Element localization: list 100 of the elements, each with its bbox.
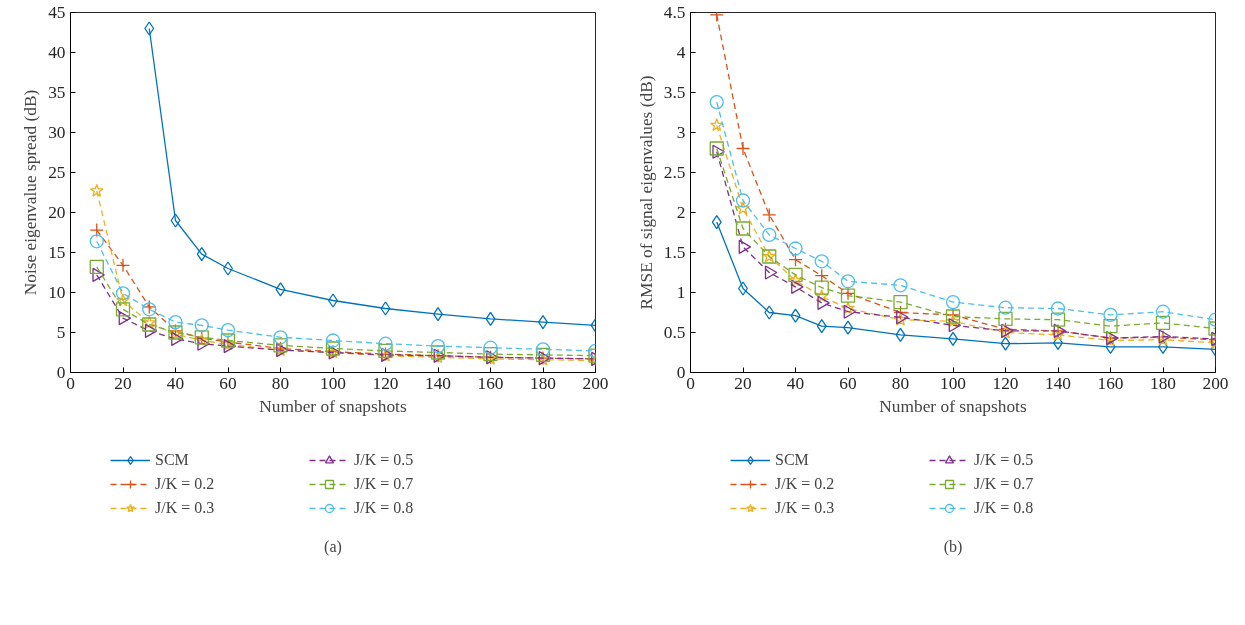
- x-tick-label: 100: [320, 373, 346, 393]
- x-tick-label: 20: [114, 373, 132, 393]
- x-tick-label: 200: [582, 373, 609, 393]
- point: [483, 346, 498, 362]
- point: [92, 267, 105, 283]
- point: [814, 254, 829, 269]
- y-tick-label: 2.5: [663, 163, 686, 182]
- point: [788, 241, 803, 256]
- point: [116, 293, 130, 307]
- point: [788, 252, 803, 267]
- point: [194, 318, 209, 333]
- point: [764, 265, 778, 280]
- point: [144, 323, 158, 339]
- point: [998, 300, 1013, 315]
- x-tick-label: 120: [372, 373, 399, 393]
- legend-label: J/K = 0.7: [974, 475, 1035, 493]
- point: [814, 268, 829, 283]
- legend-label: J/K = 0.7: [354, 475, 415, 493]
- point: [893, 294, 908, 310]
- point: [89, 183, 104, 197]
- y-axis-title: RMSE of signal eigenvalues (dB): [636, 75, 656, 310]
- point: [946, 314, 960, 328]
- legend-label: J/K = 0.8: [354, 499, 415, 517]
- y-tick-label: 1.5: [663, 243, 686, 262]
- point: [378, 336, 393, 351]
- legend-label: SCM: [775, 451, 810, 469]
- legend-label: J/K = 0.3: [155, 499, 216, 517]
- point: [325, 333, 341, 348]
- point: [115, 286, 131, 301]
- x-tick-label: 40: [786, 373, 805, 393]
- point: [430, 338, 446, 354]
- x-tick-label: 140: [1045, 373, 1071, 393]
- legend-label: J/K = 0.2: [155, 475, 216, 493]
- x-tick-label: 120: [992, 373, 1019, 393]
- y-tick-label: 45: [48, 3, 66, 22]
- point: [1000, 336, 1011, 351]
- text: (b): [943, 537, 963, 556]
- point: [788, 273, 803, 287]
- point: [171, 331, 184, 347]
- point: [764, 305, 775, 320]
- point: [1051, 327, 1065, 341]
- y-tick-label: 1: [676, 283, 686, 302]
- point: [843, 304, 857, 319]
- point: [115, 302, 131, 317]
- point: [998, 311, 1013, 327]
- point: [1050, 312, 1066, 327]
- x-tick-label: 60: [839, 373, 857, 393]
- x-tick-label: 40: [166, 373, 185, 393]
- point: [115, 258, 131, 273]
- x-tick-label: 180: [1150, 373, 1176, 393]
- x-tick-label: 160: [477, 373, 504, 393]
- point: [1103, 318, 1118, 334]
- point: [817, 295, 830, 311]
- x-tick-label: 160: [1097, 373, 1124, 393]
- point: [735, 141, 751, 156]
- point: [118, 310, 132, 326]
- point: [736, 201, 750, 215]
- point: [893, 305, 908, 320]
- y-tick-label: 0.5: [663, 323, 686, 342]
- point: [814, 280, 829, 295]
- point: [893, 278, 908, 293]
- y-tick-label: 25: [48, 163, 66, 182]
- point: [814, 289, 829, 303]
- point: [535, 342, 551, 357]
- legend-label: J/K = 0.2: [775, 475, 836, 493]
- point: [762, 227, 777, 243]
- x-axis-title: Number of snapshots: [879, 396, 1027, 416]
- point: [709, 118, 724, 132]
- legend-label: J/K = 0.8: [974, 499, 1035, 517]
- y-tick-label: 10: [48, 283, 66, 302]
- point: [89, 234, 104, 249]
- y-tick-label: 4.5: [663, 3, 686, 22]
- point: [1103, 307, 1118, 323]
- point: [948, 318, 962, 333]
- x-tick-label: 80: [271, 373, 290, 393]
- point: [170, 213, 181, 228]
- x-tick-label: 180: [530, 373, 556, 393]
- point: [380, 301, 391, 316]
- legend-label: J/K = 0.3: [775, 499, 836, 517]
- x-tick-label: 140: [425, 373, 451, 393]
- point: [790, 308, 801, 323]
- y-axis-title: Noise eigenvalue spread (dB): [21, 89, 41, 296]
- text: (a): [324, 537, 342, 556]
- y-tick-label: 4: [676, 43, 686, 62]
- point: [709, 94, 724, 110]
- x-tick-label: 100: [940, 373, 966, 393]
- legend-label: SCM: [155, 451, 190, 469]
- point: [89, 222, 104, 238]
- point: [275, 282, 286, 297]
- point: [840, 274, 856, 289]
- point: [788, 267, 803, 283]
- legend-label: J/K = 0.5: [974, 451, 1035, 469]
- legend-label: J/K = 0.5: [354, 451, 415, 469]
- x-axis-title: Number of snapshots: [259, 396, 407, 416]
- point: [483, 340, 498, 355]
- point: [168, 314, 183, 330]
- point: [273, 330, 288, 345]
- point: [735, 221, 751, 236]
- y-tick-label: 3: [676, 123, 686, 142]
- point: [945, 294, 961, 310]
